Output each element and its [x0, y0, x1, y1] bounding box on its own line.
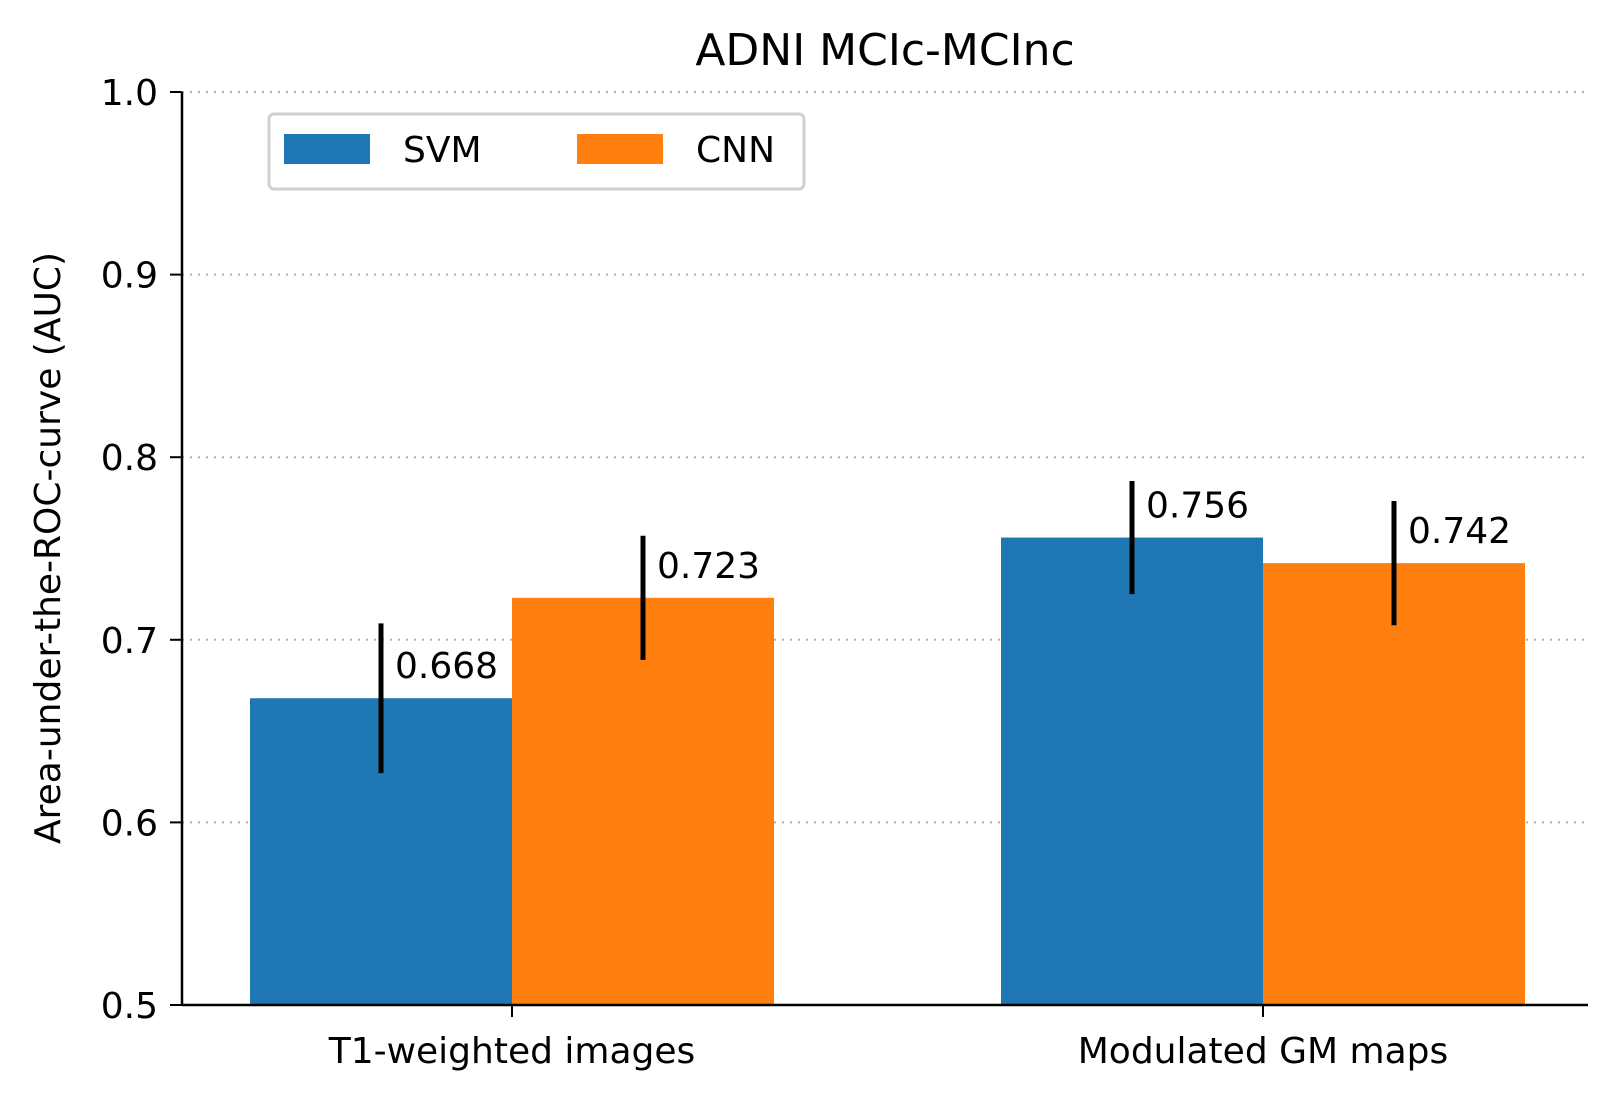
bar-svm: [1001, 537, 1263, 1005]
bars: [250, 537, 1525, 1005]
x-ticks: T1-weighted images Modulated GM maps: [328, 1005, 1449, 1072]
error-bars: [378, 480, 1397, 774]
y-tick-label: 0.9: [101, 256, 158, 297]
legend-box: [267, 112, 806, 191]
bar-cnn: [512, 597, 774, 1005]
y-ticks: 0.5 0.6 0.7 0.8 0.9 1.0: [101, 73, 182, 1027]
data-label: 0.756: [1146, 486, 1249, 527]
legend-label-svm: SVM: [403, 130, 482, 171]
legend-label-cnn: CNN: [696, 130, 775, 171]
y-tick-label: 1.0: [101, 73, 158, 114]
x-tick-label: T1-weighted images: [328, 1031, 696, 1072]
legend: SVM CNN: [267, 112, 806, 191]
legend-swatch-cnn: [577, 134, 663, 164]
y-tick-label: 0.6: [101, 803, 158, 844]
data-label: 0.668: [395, 646, 498, 687]
bar-cnn: [1263, 563, 1525, 1005]
data-label: 0.723: [657, 546, 760, 587]
data-label: 0.742: [1408, 511, 1511, 552]
y-tick-label: 0.7: [101, 621, 158, 662]
y-tick-label: 0.5: [101, 986, 158, 1027]
data-labels: 0.668 0.756 0.723 0.742: [395, 486, 1511, 688]
chart-title: ADNI MCIc-MCInc: [695, 25, 1074, 76]
x-tick-label: Modulated GM maps: [1078, 1031, 1449, 1072]
y-tick-label: 0.8: [101, 438, 158, 479]
y-axis-label: Area-under-the-ROC-curve (AUC): [28, 252, 69, 844]
legend-swatch-svm: [284, 134, 370, 164]
axes: [180, 92, 1588, 1007]
